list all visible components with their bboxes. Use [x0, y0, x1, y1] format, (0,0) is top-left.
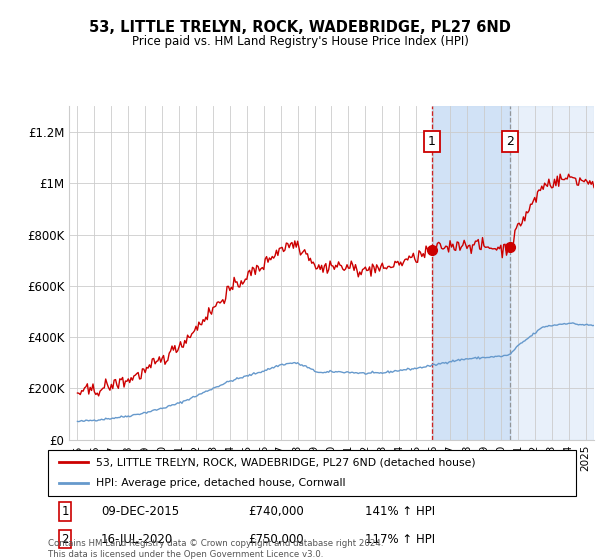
Text: 117% ↑ HPI: 117% ↑ HPI: [365, 533, 435, 545]
Text: Contains HM Land Registry data © Crown copyright and database right 2024.
This d: Contains HM Land Registry data © Crown c…: [48, 539, 383, 559]
Text: HPI: Average price, detached house, Cornwall: HPI: Average price, detached house, Corn…: [95, 478, 345, 488]
Text: 16-JUL-2020: 16-JUL-2020: [101, 533, 173, 545]
Text: £750,000: £750,000: [248, 533, 304, 545]
Text: 53, LITTLE TRELYN, ROCK, WADEBRIDGE, PL27 6ND (detached house): 53, LITTLE TRELYN, ROCK, WADEBRIDGE, PL2…: [95, 457, 475, 467]
Bar: [432, 106, 510, 440]
Text: 2: 2: [61, 533, 69, 545]
Text: 1: 1: [61, 505, 69, 518]
FancyBboxPatch shape: [48, 450, 576, 496]
Text: 141% ↑ HPI: 141% ↑ HPI: [365, 505, 435, 518]
Text: 53, LITTLE TRELYN, ROCK, WADEBRIDGE, PL27 6ND: 53, LITTLE TRELYN, ROCK, WADEBRIDGE, PL2…: [89, 20, 511, 35]
Text: Price paid vs. HM Land Registry's House Price Index (HPI): Price paid vs. HM Land Registry's House …: [131, 35, 469, 48]
Text: £740,000: £740,000: [248, 505, 304, 518]
Text: 1: 1: [428, 135, 436, 148]
Bar: [510, 106, 594, 440]
Text: 09-DEC-2015: 09-DEC-2015: [101, 505, 179, 518]
Text: 2: 2: [506, 135, 514, 148]
